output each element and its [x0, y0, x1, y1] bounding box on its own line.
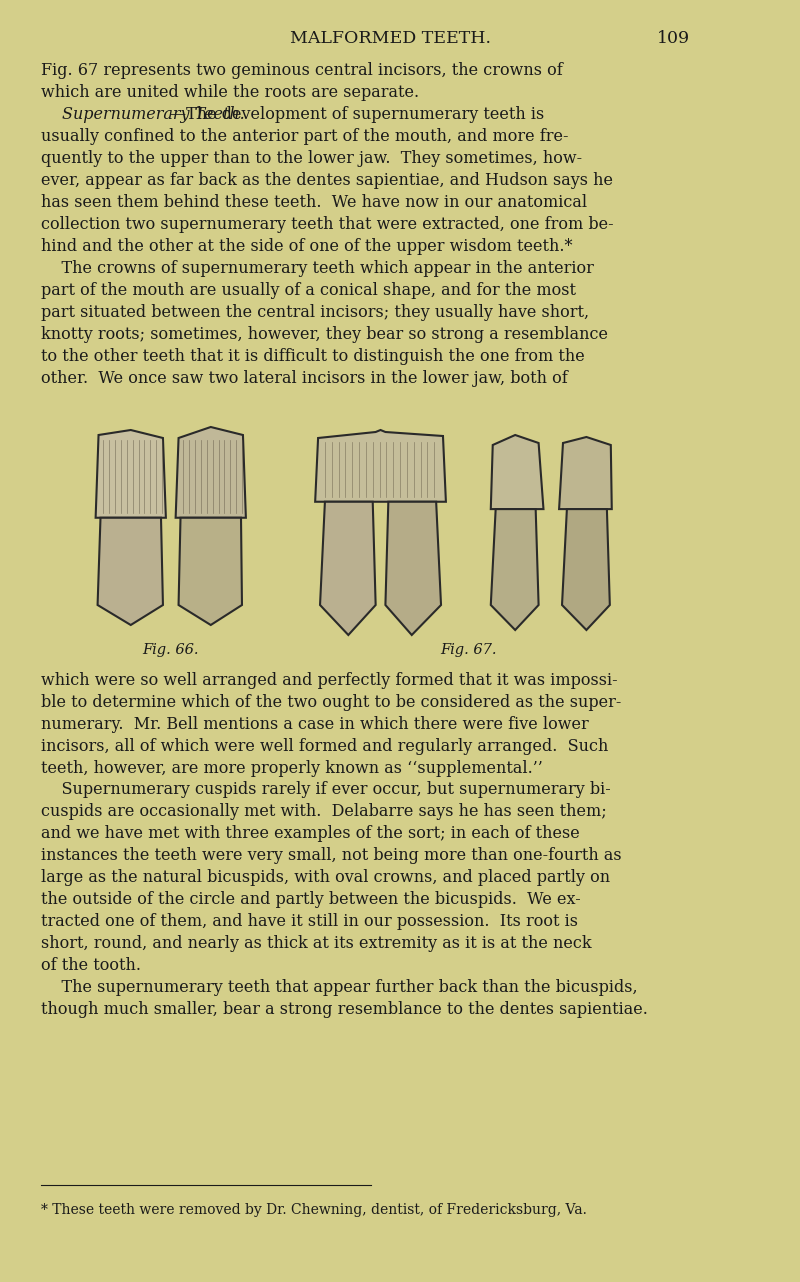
- Text: The crowns of supernumerary teeth which appear in the anterior: The crowns of supernumerary teeth which …: [41, 259, 594, 277]
- Text: and we have met with three examples of the sort; in each of these: and we have met with three examples of t…: [41, 826, 580, 842]
- Text: —The development of supernumerary teeth is: —The development of supernumerary teeth …: [170, 105, 544, 123]
- Polygon shape: [320, 501, 376, 635]
- Text: tracted one of them, and have it still in our possession.  Its root is: tracted one of them, and have it still i…: [41, 914, 578, 931]
- Polygon shape: [176, 427, 246, 518]
- Polygon shape: [178, 518, 242, 626]
- Polygon shape: [490, 509, 538, 629]
- Text: collection two supernumerary teeth that were extracted, one from be-: collection two supernumerary teeth that …: [41, 215, 614, 232]
- Text: 109: 109: [657, 29, 690, 46]
- Text: to the other teeth that it is difficult to distinguish the one from the: to the other teeth that it is difficult …: [41, 347, 585, 364]
- Text: part situated between the central incisors; they usually have short,: part situated between the central inciso…: [41, 304, 589, 320]
- Text: hind and the other at the side of one of the upper wisdom teeth.*: hind and the other at the side of one of…: [41, 237, 573, 255]
- Text: part of the mouth are usually of a conical shape, and for the most: part of the mouth are usually of a conic…: [41, 282, 576, 299]
- Text: incisors, all of which were well formed and regularly arranged.  Such: incisors, all of which were well formed …: [41, 737, 608, 755]
- FancyBboxPatch shape: [39, 405, 742, 640]
- Text: quently to the upper than to the lower jaw.  They sometimes, how-: quently to the upper than to the lower j…: [41, 150, 582, 167]
- Text: The supernumerary teeth that appear further back than the bicuspids,: The supernumerary teeth that appear furt…: [41, 979, 638, 996]
- Text: large as the natural bicuspids, with oval crowns, and placed partly on: large as the natural bicuspids, with ova…: [41, 869, 610, 886]
- Text: teeth, however, are more properly known as ‘‘supplemental.’’: teeth, however, are more properly known …: [41, 759, 542, 777]
- Polygon shape: [490, 435, 543, 509]
- Text: ever, appear as far back as the dentes sapientiae, and Hudson says he: ever, appear as far back as the dentes s…: [41, 172, 613, 188]
- Text: Supernumerary cuspids rarely if ever occur, but supernumerary bi-: Supernumerary cuspids rarely if ever occ…: [41, 782, 610, 799]
- Text: though much smaller, bear a strong resemblance to the dentes sapientiae.: though much smaller, bear a strong resem…: [41, 1001, 648, 1018]
- Polygon shape: [386, 501, 441, 635]
- Polygon shape: [559, 437, 612, 509]
- Text: short, round, and nearly as thick at its extremity as it is at the neck: short, round, and nearly as thick at its…: [41, 936, 592, 953]
- Text: which are united while the roots are separate.: which are united while the roots are sep…: [41, 83, 419, 100]
- Polygon shape: [315, 429, 446, 501]
- Text: which were so well arranged and perfectly formed that it was impossi-: which were so well arranged and perfectl…: [41, 672, 618, 688]
- Text: knotty roots; sometimes, however, they bear so strong a resemblance: knotty roots; sometimes, however, they b…: [41, 326, 608, 342]
- Text: instances the teeth were very small, not being more than one-fourth as: instances the teeth were very small, not…: [41, 847, 622, 864]
- Text: * These teeth were removed by Dr. Chewning, dentist, of Fredericksburg, Va.: * These teeth were removed by Dr. Chewni…: [41, 1203, 587, 1217]
- Polygon shape: [98, 518, 163, 626]
- Polygon shape: [562, 509, 610, 629]
- Text: ble to determine which of the two ought to be considered as the super-: ble to determine which of the two ought …: [41, 694, 622, 710]
- Text: Supernumerary Teeth.: Supernumerary Teeth.: [62, 105, 245, 123]
- Text: has seen them behind these teeth.  We have now in our anatomical: has seen them behind these teeth. We hav…: [41, 194, 587, 210]
- Polygon shape: [96, 429, 166, 518]
- Text: of the tooth.: of the tooth.: [41, 958, 141, 974]
- Text: other.  We once saw two lateral incisors in the lower jaw, both of: other. We once saw two lateral incisors …: [41, 369, 568, 386]
- Text: usually confined to the anterior part of the mouth, and more fre-: usually confined to the anterior part of…: [41, 127, 569, 145]
- Text: the outside of the circle and partly between the bicuspids.  We ex-: the outside of the circle and partly bet…: [41, 891, 581, 909]
- Text: Fig. 67.: Fig. 67.: [440, 644, 497, 656]
- Text: Fig. 67 represents two geminous central incisors, the crowns of: Fig. 67 represents two geminous central …: [41, 62, 562, 78]
- Text: Fig. 66.: Fig. 66.: [142, 644, 199, 656]
- Text: numerary.  Mr. Bell mentions a case in which there were five lower: numerary. Mr. Bell mentions a case in wh…: [41, 715, 589, 732]
- Text: MALFORMED TEETH.: MALFORMED TEETH.: [290, 29, 490, 46]
- Text: cuspids are occasionally met with.  Delabarre says he has seen them;: cuspids are occasionally met with. Delab…: [41, 804, 606, 820]
